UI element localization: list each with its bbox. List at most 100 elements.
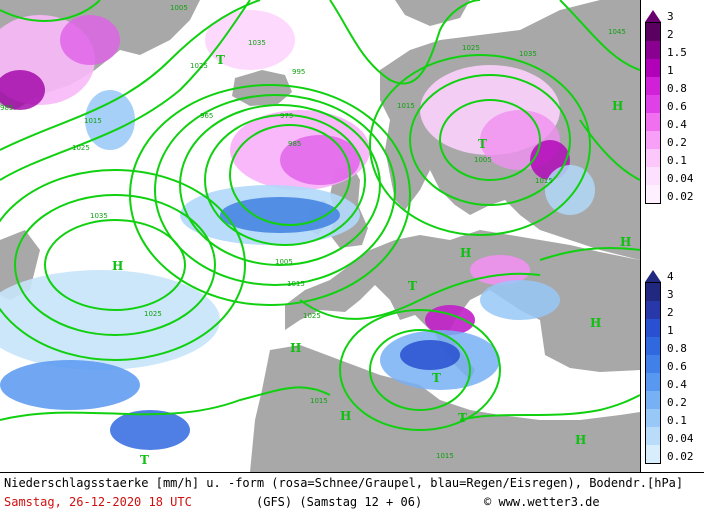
copyright: © www.wetter3.de	[484, 495, 600, 509]
isobars	[0, 0, 640, 431]
snow-scale-segment	[646, 185, 660, 203]
high-pressure-marker: H	[575, 433, 586, 447]
snow-scale-label: 0.04	[667, 172, 694, 185]
rain-scale-segment	[646, 355, 660, 373]
snow-scale-label: 0.4	[667, 118, 687, 131]
snow-scale-label: 0.2	[667, 136, 687, 149]
legend-description: Niederschlagsstaerke [mm/h] u. -form (ro…	[4, 476, 684, 490]
copyright-icon: ©	[484, 495, 492, 509]
isobar-label: 1025	[190, 62, 208, 70]
rain-scale-label: 0.2	[667, 396, 687, 409]
snow-scale-segment	[646, 113, 660, 131]
low-pressure-marker: T	[478, 137, 487, 151]
snow-scale-segment	[646, 167, 660, 185]
rain-scale-segment	[646, 283, 660, 301]
snow-scale-label: 0.6	[667, 100, 687, 113]
synoptic-map: 1035 1025 995 975 965 985 1015 1005 1035…	[0, 0, 640, 472]
isobar-label: 1015	[535, 177, 553, 185]
rain-scale-label: 0.8	[667, 342, 687, 355]
low-pressure-marker: T	[458, 411, 467, 425]
rain-scale-segment	[646, 445, 660, 463]
high-pressure-marker: H	[612, 99, 623, 113]
snow-scale-label: 0.8	[667, 82, 687, 95]
rain-scale-top-arrow	[645, 270, 661, 282]
snow-scale-label: 3	[667, 10, 674, 23]
rain-scale-label: 2	[667, 306, 674, 319]
isobar-label: 1015	[310, 397, 328, 405]
rain-scale-segment	[646, 301, 660, 319]
rain-scale-label: 0.02	[667, 450, 694, 463]
isobar-label: 985	[288, 140, 301, 148]
isobar-label: 1035	[90, 212, 108, 220]
snow-scale-bar	[645, 22, 661, 204]
high-pressure-marker: H	[620, 235, 631, 249]
rain-scale-label: 0.1	[667, 414, 687, 427]
rain-scale-label: 1	[667, 324, 674, 337]
high-pressure-marker: H	[340, 409, 351, 423]
rain-scale-segment	[646, 337, 660, 355]
rain-precipitation	[0, 90, 595, 450]
rain-scale-segment	[646, 409, 660, 427]
snow-scale-label: 2	[667, 28, 674, 41]
isobar-labels: 1035 1025 995 975 965 985 1015 1005 1035…	[0, 4, 626, 460]
snow-scale-segment	[646, 59, 660, 77]
copyright-site: www.wetter3.de	[498, 495, 600, 509]
snow-scale-label: 1.5	[667, 46, 687, 59]
rain-scale-bar	[645, 282, 661, 464]
snow-scale-bottom-arrow	[645, 204, 661, 216]
isobar-label: 1025	[72, 144, 90, 152]
snow-scale-label: 0.1	[667, 154, 687, 167]
map-footer: Niederschlagsstaerke [mm/h] u. -form (ro…	[0, 472, 704, 513]
isobar-label: 1025	[462, 44, 480, 52]
rain-scale-segment	[646, 427, 660, 445]
high-pressure-marker: H	[460, 246, 471, 260]
precipitation-scales: 3 2 1.5 1 0.8 0.6 0.4 0.2 0.1 0.04 0.02 4 3 2 1 0.8 0.6…	[640, 0, 704, 476]
forecast-date: Samstag, 26-12-2020 18 UTC	[4, 495, 192, 509]
low-pressure-marker: T	[432, 371, 441, 385]
rain-scale-label: 4	[667, 270, 674, 283]
snow-scale-label: 1	[667, 64, 674, 77]
map-canvas: 1035 1025 995 975 965 985 1015 1005 1035…	[0, 0, 640, 472]
low-pressure-marker: T	[140, 453, 149, 467]
isobar-label: 985	[0, 104, 13, 112]
isobar-label: 1025	[303, 312, 321, 320]
low-pressure-marker: T	[216, 53, 225, 67]
snow-scale-top-arrow	[645, 10, 661, 22]
low-pressure-marker: T	[408, 279, 417, 293]
rain-scale-label: 0.4	[667, 378, 687, 391]
snow-scale-segment	[646, 95, 660, 113]
isobar-label: 1015	[397, 102, 415, 110]
rain-scale-segment	[646, 373, 660, 391]
isobar-label: 1015	[287, 280, 305, 288]
rain-scale-label: 0.6	[667, 360, 687, 373]
rain-scale-segment	[646, 319, 660, 337]
isobar-label: 1035	[248, 39, 266, 47]
snow-scale-segment	[646, 149, 660, 167]
isobar-label: 1015	[436, 452, 454, 460]
isobar-label: 995	[292, 68, 305, 76]
isobar-label: 1025	[144, 310, 162, 318]
isobar-label: 975	[280, 112, 293, 120]
isobar-label: 1045	[608, 28, 626, 36]
pressure-markers: H H H H H H H H T T T T T T	[112, 53, 631, 467]
isobar-label: 1005	[275, 258, 293, 266]
model-run-info: (GFS) (Samstag 12 + 06)	[256, 495, 423, 509]
isobar-label: 965	[200, 112, 213, 120]
turkey-land	[540, 315, 640, 372]
snow-scale-label: 0.02	[667, 190, 694, 203]
rain-scale-label: 0.04	[667, 432, 694, 445]
snow-scale-segment	[646, 131, 660, 149]
svalbard-land	[395, 0, 470, 26]
snow-scale-segment	[646, 23, 660, 41]
isobar-label: 1015	[84, 117, 102, 125]
isobar-label: 1035	[519, 50, 537, 58]
isobar-label: 1005	[170, 4, 188, 12]
high-pressure-marker: H	[112, 259, 123, 273]
north-africa-land	[250, 345, 640, 472]
high-pressure-marker: H	[590, 316, 601, 330]
rain-scale-label: 3	[667, 288, 674, 301]
snow-scale-segment	[646, 77, 660, 95]
isobar-label: 1005	[474, 156, 492, 164]
snow-scale-segment	[646, 41, 660, 59]
